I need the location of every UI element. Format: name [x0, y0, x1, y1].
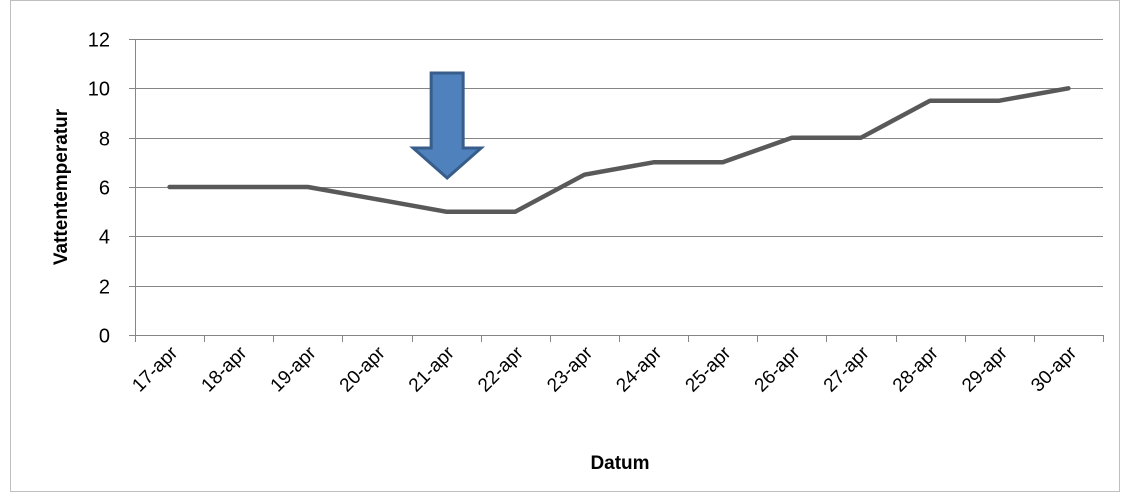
y-tick-label: 8 [99, 129, 110, 151]
annotation-group [409, 71, 486, 181]
series-group [167, 86, 1071, 214]
x-axis-title: Datum [590, 453, 649, 474]
y-tick-label: 2 [99, 277, 110, 299]
y-tick-label: 4 [99, 227, 110, 249]
y-axis-ticks: 0 2 4 6 8 10 12 [88, 30, 135, 348]
y-tick-label: 10 [88, 79, 110, 101]
series-line [167, 86, 1071, 214]
y-axis-title: Vattentemperatur [51, 108, 72, 265]
down-arrow-icon [409, 71, 486, 181]
y-tick-label: 6 [99, 178, 110, 200]
y-tick-label: 0 [99, 326, 110, 348]
chart-area-border [10, 0, 1120, 492]
y-tick-label: 12 [88, 30, 110, 52]
